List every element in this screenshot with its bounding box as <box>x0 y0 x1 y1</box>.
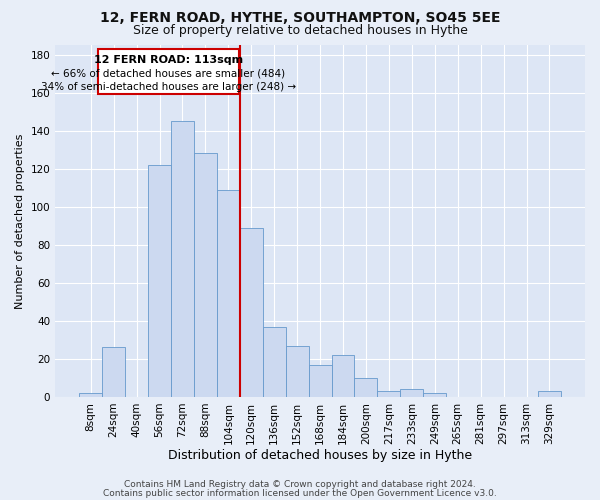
Bar <box>102 348 125 397</box>
X-axis label: Distribution of detached houses by size in Hythe: Distribution of detached houses by size … <box>168 450 472 462</box>
Bar <box>240 228 263 397</box>
Text: Size of property relative to detached houses in Hythe: Size of property relative to detached ho… <box>133 24 467 37</box>
Text: 12, FERN ROAD, HYTHE, SOUTHAMPTON, SO45 5EE: 12, FERN ROAD, HYTHE, SOUTHAMPTON, SO45 … <box>100 12 500 26</box>
Text: 12 FERN ROAD: 113sqm: 12 FERN ROAD: 113sqm <box>94 54 243 64</box>
Bar <box>286 346 308 397</box>
Text: Contains HM Land Registry data © Crown copyright and database right 2024.: Contains HM Land Registry data © Crown c… <box>124 480 476 489</box>
Text: Contains public sector information licensed under the Open Government Licence v3: Contains public sector information licen… <box>103 488 497 498</box>
Bar <box>171 121 194 397</box>
Bar <box>308 364 332 397</box>
Bar <box>263 326 286 397</box>
Text: 34% of semi-detached houses are larger (248) →: 34% of semi-detached houses are larger (… <box>41 82 296 92</box>
Bar <box>538 392 561 397</box>
Bar <box>98 49 239 94</box>
Text: ← 66% of detached houses are smaller (484): ← 66% of detached houses are smaller (48… <box>51 69 286 79</box>
Bar <box>148 165 171 397</box>
Bar <box>400 390 423 397</box>
Bar <box>377 392 400 397</box>
Y-axis label: Number of detached properties: Number of detached properties <box>15 134 25 308</box>
Bar <box>332 355 355 397</box>
Bar <box>194 154 217 397</box>
Bar <box>79 393 102 397</box>
Bar <box>217 190 240 397</box>
Bar <box>355 378 377 397</box>
Bar <box>423 393 446 397</box>
